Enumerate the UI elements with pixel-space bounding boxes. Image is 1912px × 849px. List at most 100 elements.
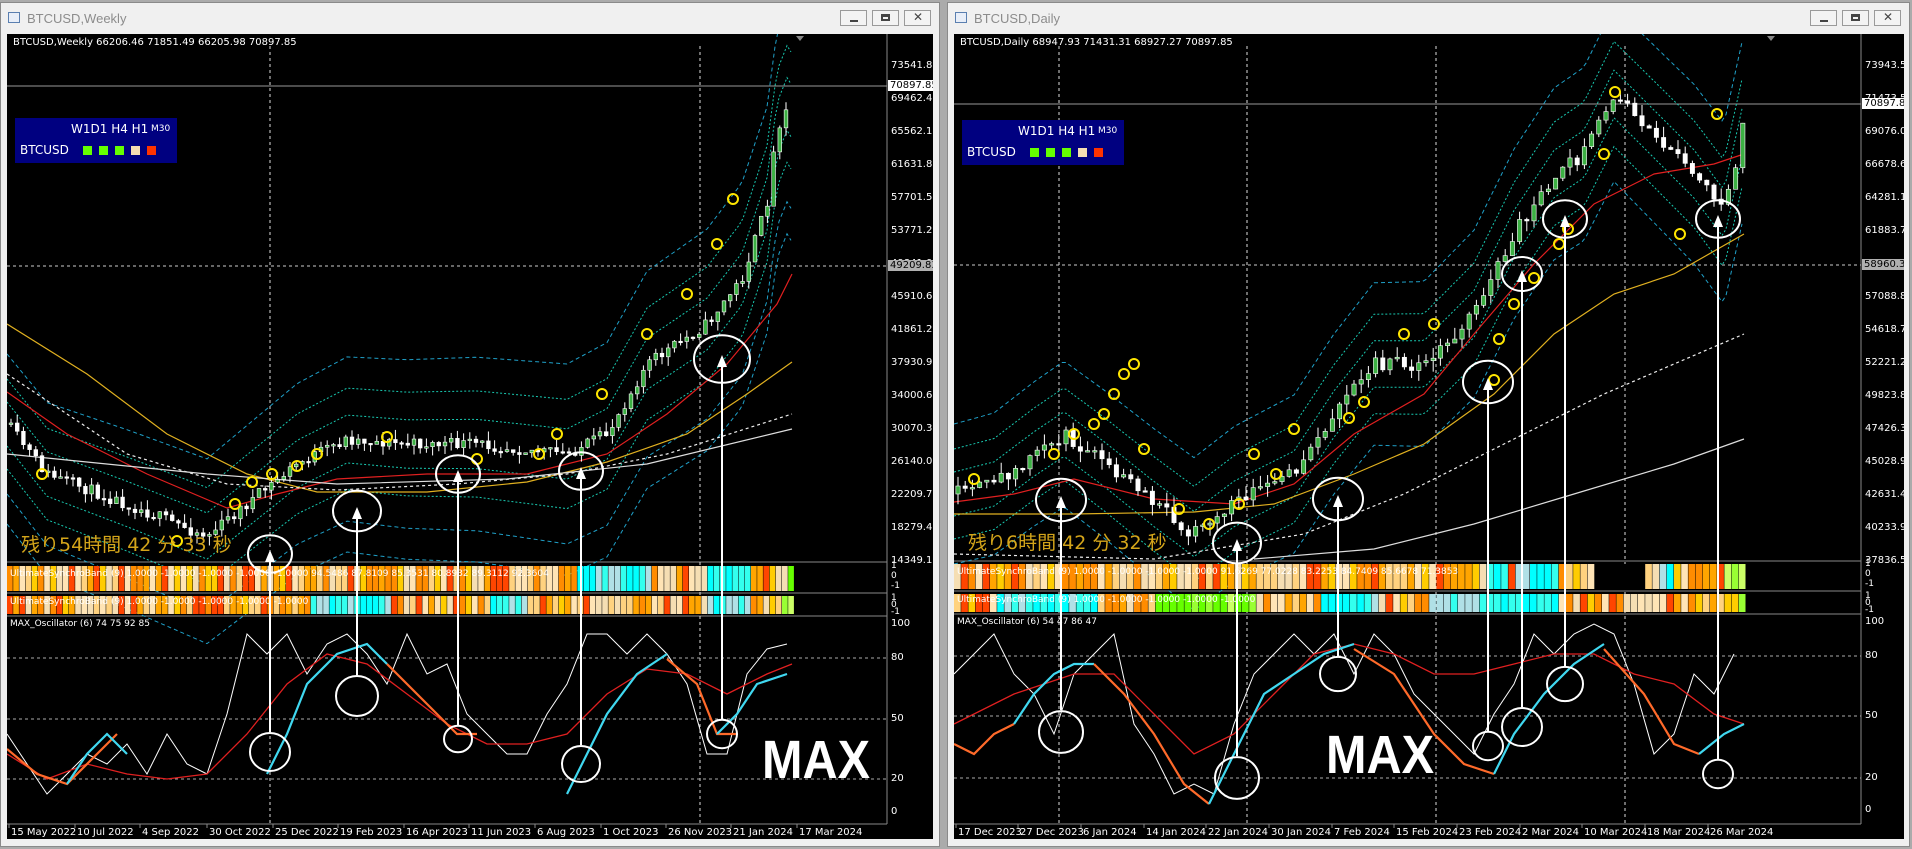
maximize-button[interactable]	[872, 10, 899, 26]
indicator-bar	[385, 566, 391, 591]
indicator-bar	[1544, 594, 1552, 612]
close-button[interactable]	[1874, 10, 1901, 26]
chart-area[interactable]: BTCUSD,Daily 68947.93 71431.31 68927.27 …	[954, 34, 1904, 839]
chart-area[interactable]: BTCUSD,Weekly 66206.46 71851.49 66205.98…	[7, 34, 933, 839]
indicator-bar	[304, 566, 311, 591]
weekly-chart-window[interactable]: BTCUSD,Weekly BTCUSD,Weekly 66206.46 718…	[0, 2, 940, 847]
indicator-bar	[1486, 594, 1494, 612]
candle-body	[58, 476, 63, 479]
indicator-bar	[310, 596, 317, 614]
indicator-bar	[1652, 594, 1660, 612]
minimize-button[interactable]	[840, 10, 867, 26]
chart-canvas[interactable]	[954, 34, 1904, 839]
indicator-bar	[1472, 564, 1480, 589]
indicator-bar	[757, 596, 763, 614]
annotation-circle	[1501, 707, 1543, 747]
chart-canvas[interactable]	[7, 34, 933, 839]
signal-marker	[246, 476, 258, 488]
candle-body	[728, 294, 733, 302]
indicator-bar	[1616, 564, 1624, 589]
candle-body	[641, 369, 646, 388]
candle-body	[977, 481, 983, 488]
indicator-bar	[1011, 564, 1019, 589]
candle-body	[1682, 153, 1688, 164]
indicator-bar	[1407, 594, 1415, 612]
trend-square	[1094, 148, 1103, 157]
scroll-marker	[796, 36, 804, 41]
indicator-bar	[658, 596, 664, 614]
indicator-bar	[1738, 594, 1746, 612]
candle-body	[1459, 328, 1465, 340]
candle-body	[480, 440, 485, 443]
indicator-bar	[639, 566, 646, 591]
indicator-bar	[558, 566, 565, 591]
time-axis-label: 18 Mar 2024	[1647, 827, 1711, 838]
signal-marker	[1248, 448, 1260, 460]
indicator-scale-label: 1	[1865, 559, 1871, 569]
indicator-bar	[1170, 564, 1177, 589]
indicator-bar	[1566, 594, 1573, 612]
indicator-bar	[441, 566, 447, 591]
candle-body	[1394, 356, 1400, 360]
minimize-button[interactable]	[1810, 10, 1837, 26]
indicator-bar	[298, 566, 305, 591]
candle-body	[697, 333, 702, 338]
window-titlebar[interactable]: BTCUSD,Weekly	[1, 3, 939, 33]
moving-average-line	[7, 323, 793, 493]
annotation-circle	[706, 718, 738, 750]
indicator-label: UltimateSynchroBand (9) 1.0000 -1.0000 -…	[957, 567, 1459, 577]
indicator-bar	[552, 566, 559, 591]
candle-body	[1646, 125, 1652, 129]
candle-body	[1531, 204, 1537, 222]
indicator-bar	[1371, 564, 1379, 589]
daily-chart-window[interactable]: BTCUSD,Daily BTCUSD,Daily 68947.93 71431…	[947, 2, 1910, 847]
window-titlebar[interactable]: BTCUSD,Daily	[948, 3, 1909, 33]
indicator-bar	[186, 596, 193, 614]
maximize-button[interactable]	[1842, 10, 1869, 26]
price-axis-label: 61883.70	[1865, 225, 1904, 236]
indicator-bar	[124, 596, 131, 614]
candle-body	[39, 455, 45, 472]
indicator-bar	[1400, 564, 1408, 589]
time-axis-label: 23 Feb 2024	[1459, 827, 1522, 838]
indicator-bar	[552, 596, 559, 614]
candle-body	[362, 438, 367, 444]
indicator-scale-label: -1	[1865, 579, 1874, 589]
signal-marker	[1711, 108, 1723, 120]
indicator-bar	[1134, 594, 1141, 612]
candle-body	[984, 479, 990, 483]
close-button[interactable]	[904, 10, 931, 26]
candle-body	[1725, 188, 1731, 205]
indicator-bar	[199, 566, 205, 591]
indicator-bar	[645, 596, 652, 614]
indicator-bar	[230, 566, 236, 591]
signal-marker	[641, 328, 653, 340]
annotation-circle	[1472, 730, 1504, 762]
signal-marker	[1609, 86, 1621, 98]
indicator-bar	[279, 566, 286, 591]
indicator-bar	[1659, 564, 1667, 589]
candle-body	[1041, 444, 1047, 451]
indicator-bar	[273, 596, 280, 614]
indicator-bar	[217, 566, 224, 591]
candle-body	[647, 359, 652, 371]
current-price-tag: 70897.85	[1862, 98, 1904, 109]
candle-body	[591, 435, 596, 440]
indicator-bar	[726, 566, 732, 591]
indicator-bar	[1278, 564, 1285, 589]
signal-marker	[1674, 228, 1686, 240]
candle-body	[498, 451, 503, 454]
indicator-bar	[1040, 594, 1048, 612]
panel-symbol: BTCUSD	[20, 143, 69, 157]
crosshair-price-tag: 49209.83	[888, 260, 933, 271]
indicator-bar	[329, 566, 336, 591]
candle-body	[616, 414, 621, 428]
indicator-bar	[1378, 564, 1386, 589]
candle-body	[955, 485, 961, 495]
indicator-bar	[961, 594, 968, 612]
candle-body	[77, 477, 82, 487]
signal-marker	[1488, 374, 1500, 386]
indicator-bar	[255, 596, 261, 614]
indicator-bar	[1141, 564, 1148, 589]
indicator-bar	[527, 566, 534, 591]
